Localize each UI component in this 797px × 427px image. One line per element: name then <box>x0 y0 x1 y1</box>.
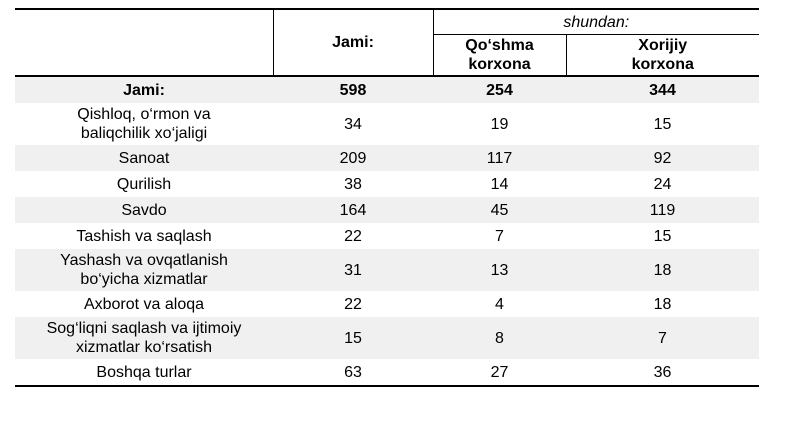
cell-qoshma: 14 <box>490 175 509 193</box>
row-label-text: Qishloq, o‘rmon va baliqchilik xo‘jaligi <box>77 106 211 142</box>
cell-qoshma: 8 <box>433 317 566 359</box>
header-empty-cell <box>15 8 273 77</box>
row-label: Qurilish <box>116 175 172 193</box>
cell-xorijiy: 7 <box>566 317 759 359</box>
cell-jami: 31 <box>273 249 433 291</box>
cell-jami: 22 <box>344 295 362 313</box>
table-row: Qurilish 38 14 24 <box>15 171 759 197</box>
cell-xorijiy: 24 <box>653 175 672 193</box>
cell-qoshma: 117 <box>433 145 566 171</box>
row-label: Tashish va saqlash <box>76 227 212 245</box>
header-qoshma: Qo‘shma korxona <box>432 34 566 77</box>
cell-jami: 598 <box>273 76 433 103</box>
cell-jami: 209 <box>273 145 433 171</box>
header-jami: Jami: <box>272 8 433 77</box>
row-label: Yashash va ovqatlanish bo‘yicha xizmatla… <box>15 249 273 291</box>
cell-jami: 164 <box>273 197 433 223</box>
header-qoshma-label: Qo‘shma korxona <box>465 37 534 73</box>
table-row: Yashash va ovqatlanish bo‘yicha xizmatla… <box>15 249 759 291</box>
cell-qoshma: 4 <box>495 295 504 313</box>
cell-jami: 38 <box>344 175 362 193</box>
row-label: Axborot va aloqa <box>83 295 205 313</box>
header-xorijiy-label: Xorijiy korxona <box>631 37 694 73</box>
cell-qoshma: 45 <box>433 197 566 223</box>
table-row: Sog‘liqni saqlash va ijtimoiy xizmatlar … <box>15 317 759 359</box>
cell-xorijiy: 15 <box>653 115 672 133</box>
header-shundan: shundan: <box>432 8 759 35</box>
table-row: Qishloq, o‘rmon va baliqchilik xo‘jaligi… <box>15 103 759 145</box>
table-row: Savdo 164 45 119 <box>15 197 759 223</box>
row-label: Sog‘liqni saqlash va ijtimoiy xizmatlar … <box>15 317 273 359</box>
cell-jami: 34 <box>344 115 362 133</box>
cell-qoshma: 19 <box>490 115 509 133</box>
cell-xorijiy: 18 <box>566 249 759 291</box>
cell-xorijiy: 92 <box>566 145 759 171</box>
cell-qoshma: 27 <box>433 359 566 387</box>
cell-qoshma: 254 <box>433 76 566 103</box>
cell-xorijiy: 119 <box>566 197 759 223</box>
header-row-top: Jami: shundan: <box>15 8 759 77</box>
header-xorijiy: Xorijiy korxona <box>565 34 759 77</box>
row-label: Jami: <box>15 76 273 103</box>
cell-jami: 22 <box>344 227 362 245</box>
row-label: Sanoat <box>15 145 273 171</box>
cell-qoshma: 7 <box>495 227 504 245</box>
table-row: Tashish va saqlash 22 7 15 <box>15 223 759 249</box>
table-row: Sanoat 209 117 92 <box>15 145 759 171</box>
cell-jami: 15 <box>273 317 433 359</box>
header-row-sub: Qo‘shma korxona Xorijiy korxona <box>15 34 759 77</box>
cell-xorijiy: 344 <box>566 76 759 103</box>
cell-xorijiy: 18 <box>653 295 672 313</box>
cell-xorijiy: 15 <box>653 227 672 245</box>
row-label-text: Yashash va ovqatlanish bo‘yicha xizmatla… <box>60 252 228 288</box>
statistics-table: Jami: shundan: Qo‘shma korxona Xorijiy k… <box>15 8 759 387</box>
cell-qoshma: 13 <box>433 249 566 291</box>
cell-xorijiy: 36 <box>566 359 759 387</box>
row-label: Savdo <box>15 197 273 223</box>
table-row: Axborot va aloqa 22 4 18 <box>15 291 759 317</box>
table-row: Jami: 598 254 344 <box>15 76 759 103</box>
table-row: Boshqa turlar 63 27 36 <box>15 359 759 387</box>
row-label-text: Sog‘liqni saqlash va ijtimoiy xizmatlar … <box>46 320 242 356</box>
cell-jami: 63 <box>273 359 433 387</box>
row-label: Qishloq, o‘rmon va baliqchilik xo‘jaligi <box>15 103 273 145</box>
row-label: Boshqa turlar <box>15 359 273 387</box>
